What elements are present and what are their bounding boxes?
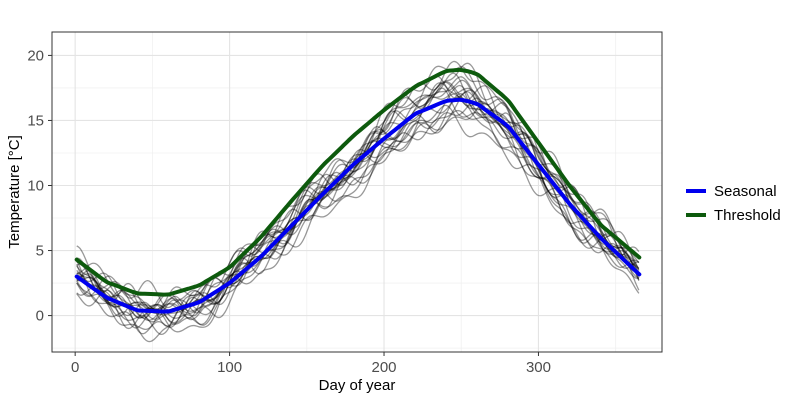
y-tick-label: 20 <box>27 47 44 64</box>
grid-layer <box>52 32 662 352</box>
year-line <box>76 97 640 326</box>
y-tick-label: 15 <box>27 112 44 129</box>
legend-label: Threshold <box>714 207 781 224</box>
y-tick-label: 0 <box>36 308 44 325</box>
year-line <box>76 81 640 323</box>
legend-label: Seasonal <box>714 183 777 200</box>
x-tick-label: 200 <box>372 359 397 376</box>
series-line-seasonal <box>74 97 642 314</box>
x-tick-label: 0 <box>71 359 79 376</box>
year-line <box>76 93 640 319</box>
x-axis-label: Day of year <box>319 377 396 394</box>
y-tick-label: 5 <box>36 243 44 260</box>
series-line-threshold <box>74 67 642 297</box>
y-tick-label: 10 <box>27 177 44 194</box>
year-line <box>76 104 640 343</box>
year-line <box>76 79 639 327</box>
legend: Seasonal Threshold <box>686 183 781 224</box>
plot-border <box>51 31 663 353</box>
x-tick-label: 100 <box>217 359 242 376</box>
legend-item: Threshold <box>686 207 781 224</box>
year-line <box>76 76 640 321</box>
year-line <box>76 96 640 333</box>
year-line <box>76 82 640 321</box>
year-line <box>76 93 640 326</box>
year-line <box>76 75 640 317</box>
axis-ticks: 0 100 200 300 0 5 10 15 20 <box>27 47 551 376</box>
year-line <box>76 84 640 335</box>
year-line <box>76 91 640 320</box>
background-lines <box>76 60 640 343</box>
legend-item: Seasonal <box>686 183 777 200</box>
x-tick-label: 300 <box>526 359 551 376</box>
year-line <box>76 72 640 324</box>
y-axis-label: Temperature [°C] <box>6 135 23 249</box>
year-line <box>76 102 640 331</box>
series-layer <box>74 67 642 314</box>
